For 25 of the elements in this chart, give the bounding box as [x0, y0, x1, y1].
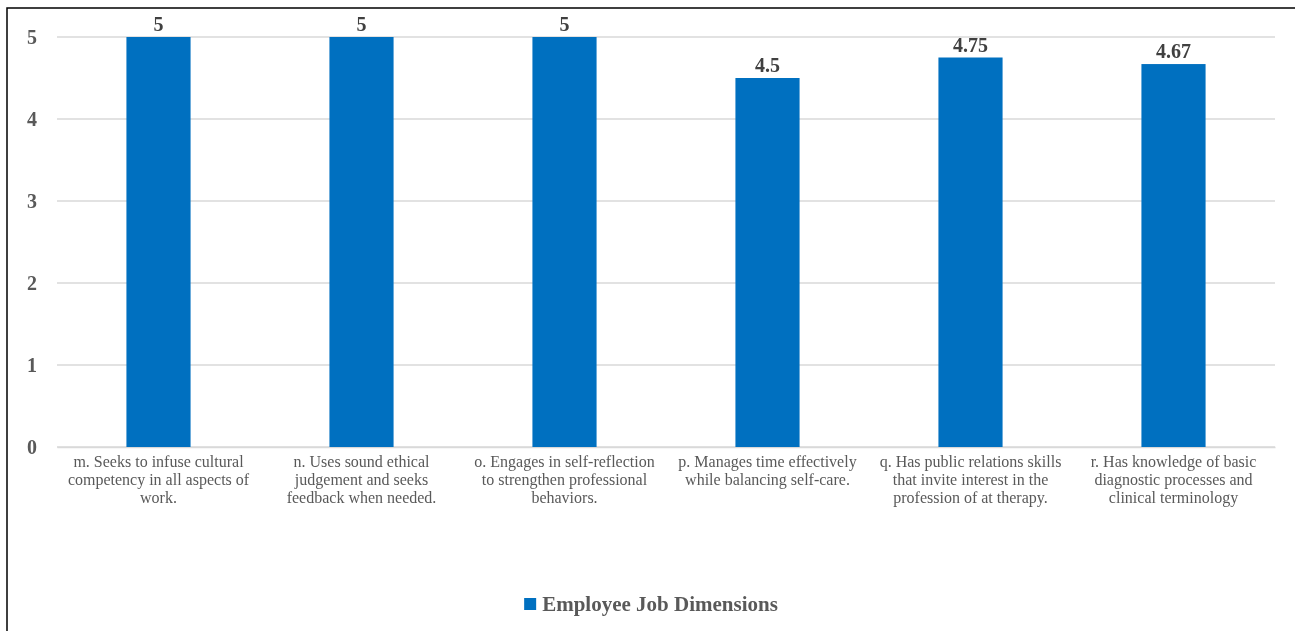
y-tick-label: 4	[27, 107, 37, 130]
legend-label: Employee Job Dimensions	[542, 592, 778, 616]
y-tick-label: 3	[27, 189, 37, 212]
bar	[329, 37, 394, 447]
bar	[735, 78, 800, 447]
bar	[126, 37, 191, 447]
data-label: 5	[356, 13, 367, 35]
x-tick-label: o. Engages in self-reflection to strengthen professional behaviors.	[474, 453, 655, 506]
data-label: 5	[559, 13, 570, 35]
x-tick-label: p. Manages time effectively while balancing self-care.	[678, 453, 857, 489]
y-tick-label: 5	[27, 25, 37, 48]
bar	[532, 37, 597, 447]
data-label: 5	[153, 13, 164, 35]
bar	[938, 57, 1003, 447]
data-label: 4.67	[1156, 40, 1191, 63]
x-tick-label: r. Has knowledge of basic diagnostic processes and clinical terminology	[1090, 453, 1257, 507]
data-label: 4.5	[755, 54, 780, 76]
x-tick-label: n. Uses sound ethical judgement and seeks feedback when needed.	[286, 453, 437, 506]
x-tick-label: m. Seeks to infuse cultural competency in all aspects of work.	[67, 453, 250, 506]
data-label: 4.75	[953, 33, 988, 56]
bar	[1141, 64, 1206, 447]
y-tick-label: 1	[27, 353, 37, 376]
y-tick-label: 2	[27, 271, 37, 294]
x-tick-label: q. Has public relations skills that invite interest in the profession of at therapy.	[879, 453, 1062, 507]
y-tick-label: 0	[27, 435, 37, 458]
